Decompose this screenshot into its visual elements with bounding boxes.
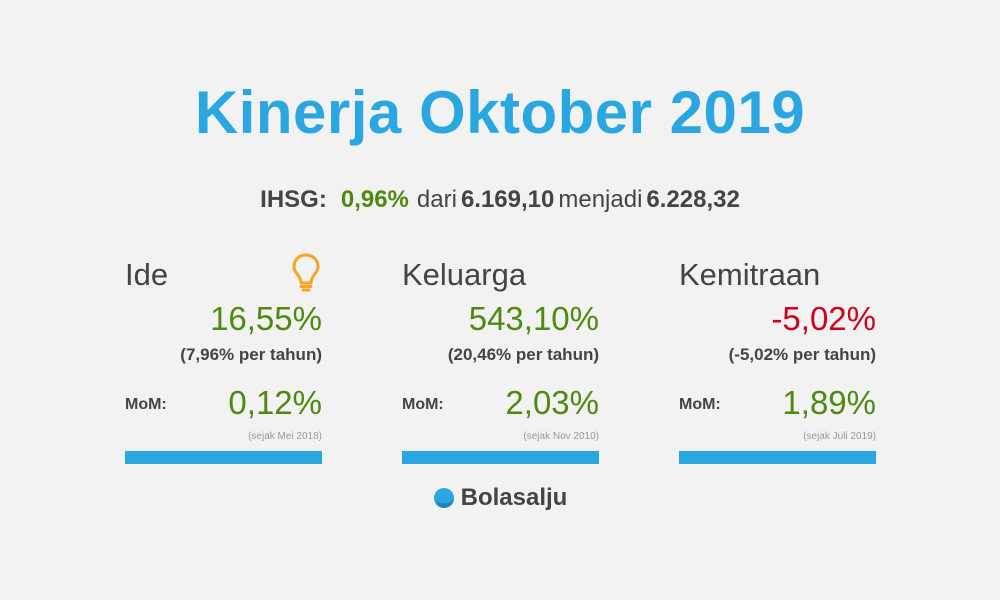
snowball-logo-icon bbox=[433, 488, 454, 508]
ihsg-from-text: dari bbox=[416, 186, 457, 213]
mom-value: 2,03% bbox=[505, 384, 599, 421]
ihsg-label: IHSG: bbox=[260, 186, 327, 213]
ihsg-summary: IHSG: 0,96% dari 6.169,10 menjadi 6.228,32 bbox=[0, 186, 1000, 214]
since-date: (sejak Juli 2019) bbox=[803, 431, 876, 442]
total-return: -5,02% bbox=[771, 300, 876, 337]
card-accent-bar bbox=[402, 451, 599, 464]
portfolio-card-ide: Ide 16,55% (7,96% per tahun) MoM: 0,12% … bbox=[125, 250, 322, 465]
mom-label: MoM: bbox=[402, 396, 444, 413]
portfolio-card-kemitraan: Kemitraan -5,02% (-5,02% per tahun) MoM:… bbox=[679, 250, 876, 465]
annual-return: (-5,02% per tahun) bbox=[728, 345, 876, 364]
ihsg-to-text: menjadi bbox=[558, 186, 643, 213]
ihsg-from-value: 6.169,10 bbox=[460, 186, 555, 213]
page-title: Kinerja Oktober 2019 bbox=[194, 79, 806, 146]
mom-value: 1,89% bbox=[782, 384, 876, 421]
annual-return: (20,46% per tahun) bbox=[447, 345, 599, 364]
total-return: 16,55% bbox=[210, 300, 322, 337]
annual-return: (7,96% per tahun) bbox=[180, 345, 322, 364]
ihsg-change: 0,96% bbox=[340, 186, 409, 213]
since-date: (sejak Nov 2010) bbox=[523, 431, 599, 442]
lightbulb-icon bbox=[292, 253, 320, 292]
card-name: Kemitraan bbox=[679, 257, 821, 292]
card-name: Ide bbox=[125, 257, 169, 292]
ihsg-to-value: 6.228,32 bbox=[646, 186, 740, 213]
mom-label: MoM: bbox=[125, 396, 167, 413]
portfolio-card-keluarga: Keluarga 543,10% (20,46% per tahun) MoM:… bbox=[402, 250, 599, 465]
brand-footer: Bolasalju bbox=[0, 484, 1000, 514]
since-date: (sejak Mei 2018) bbox=[248, 431, 322, 442]
card-accent-bar bbox=[679, 451, 876, 464]
total-return: 543,10% bbox=[468, 300, 599, 337]
card-name: Keluarga bbox=[402, 257, 527, 292]
brand-name: Bolasalju bbox=[460, 484, 568, 511]
mom-label: MoM: bbox=[679, 396, 721, 413]
mom-value: 0,12% bbox=[228, 384, 322, 421]
card-accent-bar bbox=[125, 451, 322, 464]
